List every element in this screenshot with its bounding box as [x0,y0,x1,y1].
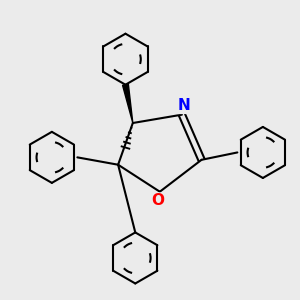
Text: O: O [151,193,164,208]
Text: N: N [178,98,191,113]
Polygon shape [123,84,133,123]
